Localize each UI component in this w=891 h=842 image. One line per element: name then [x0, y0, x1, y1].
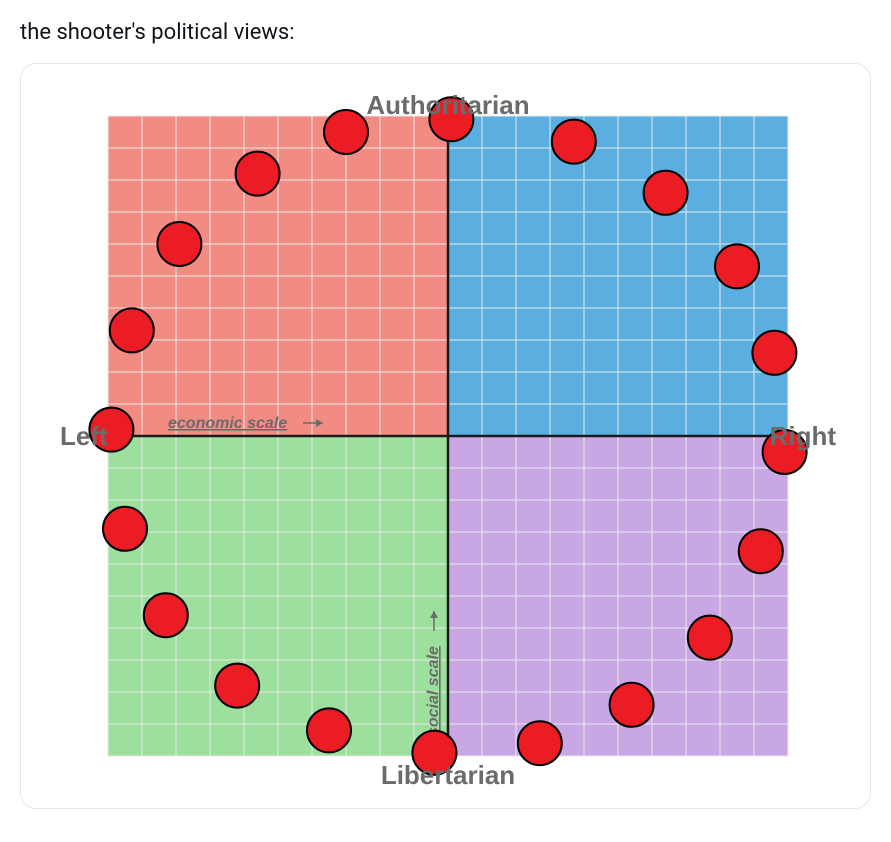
- top-axis-label: Authoritarian: [366, 90, 529, 120]
- data-point: [144, 593, 188, 637]
- data-point: [518, 721, 562, 765]
- data-point: [215, 664, 259, 708]
- data-point: [752, 331, 796, 375]
- political-compass-chart: economic scale social scale Authoritarian L…: [33, 76, 860, 796]
- caption-text: the shooter's political views:: [20, 20, 871, 45]
- data-point: [739, 529, 783, 573]
- data-point: [307, 708, 351, 752]
- right-axis-label: Right: [770, 421, 837, 451]
- data-point: [688, 616, 732, 660]
- data-point: [110, 308, 154, 352]
- data-point: [324, 110, 368, 154]
- data-point: [236, 152, 280, 196]
- data-point: [715, 244, 759, 288]
- data-point: [610, 683, 654, 727]
- data-point: [103, 507, 147, 551]
- left-axis-label: Left: [60, 421, 108, 451]
- x-scale-label: economic scale: [168, 415, 287, 432]
- data-point: [552, 120, 596, 164]
- data-point: [157, 222, 201, 266]
- image-card: economic scale social scale Authoritarian L…: [20, 63, 871, 809]
- y-scale-label: social scale: [425, 646, 442, 736]
- bottom-axis-label: Libertarian: [381, 760, 515, 790]
- data-point: [644, 171, 688, 215]
